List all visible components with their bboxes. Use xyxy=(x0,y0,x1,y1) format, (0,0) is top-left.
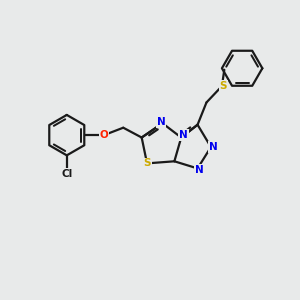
Text: N: N xyxy=(179,130,188,140)
Text: N: N xyxy=(209,142,218,152)
Text: S: S xyxy=(143,158,151,168)
Text: S: S xyxy=(220,81,227,91)
Text: Cl: Cl xyxy=(61,169,72,179)
Text: O: O xyxy=(100,130,108,140)
Text: N: N xyxy=(195,165,203,175)
Text: N: N xyxy=(157,117,165,127)
